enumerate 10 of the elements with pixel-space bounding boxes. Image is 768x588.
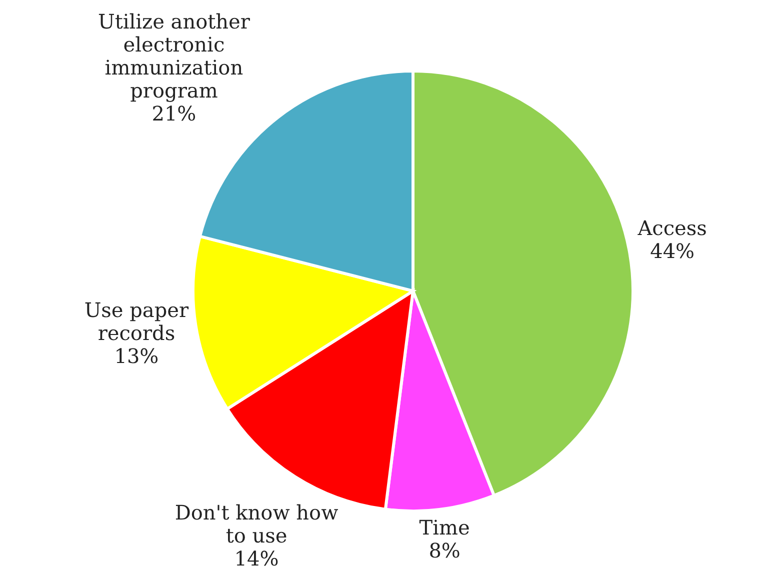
slice-label: Time xyxy=(419,516,470,540)
data-label: 44% xyxy=(650,239,695,264)
slice-label: Utilize another electronic immunization program xyxy=(98,10,250,103)
data-label: 8% xyxy=(428,538,460,563)
data-label: 21% xyxy=(152,102,196,126)
slice-label: Use paper records xyxy=(84,298,189,345)
slice-label: Access xyxy=(636,216,707,240)
data-label: 14% xyxy=(234,546,279,571)
slice-label: Don't know how to use xyxy=(174,500,338,548)
data-label: 13% xyxy=(114,344,159,368)
